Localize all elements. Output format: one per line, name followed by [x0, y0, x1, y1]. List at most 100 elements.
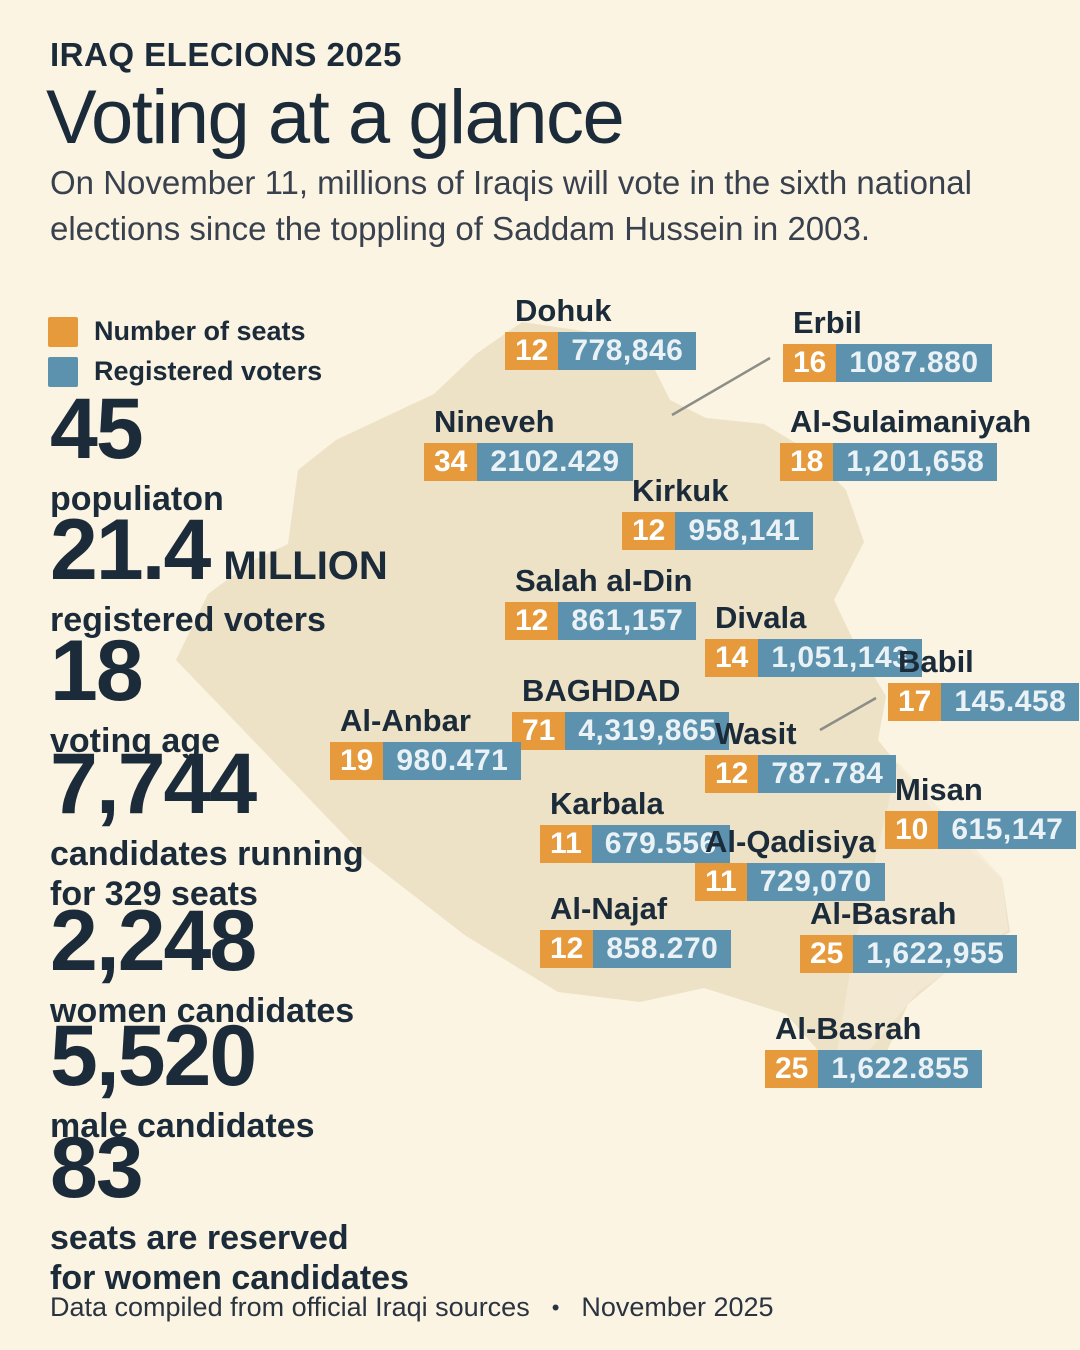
- province-badge: 11 729,070: [695, 863, 885, 901]
- province-badge: 12 958,141: [622, 512, 814, 550]
- seats-badge: 25: [800, 935, 854, 973]
- voters-badge: 1,051,143: [758, 639, 923, 677]
- voters-badge: 2102.429: [477, 443, 633, 481]
- voters-badge: 615,147: [938, 811, 1077, 849]
- province-name: Dohuk: [515, 293, 612, 328]
- stat-caption: candidates running for 329 seats: [50, 835, 364, 914]
- province-wasit: Wasit 12 787.784: [705, 716, 897, 793]
- stat-value: 21.4: [50, 502, 211, 598]
- voters-badge: 1,622.855: [818, 1050, 983, 1088]
- seats-badge: 14: [705, 639, 759, 677]
- province-badge: 16 1087.880: [783, 344, 992, 382]
- province-al-qadisiya: Al-Qadisiya 11 729,070: [695, 824, 885, 901]
- stat-value-row: 5,520: [50, 1008, 315, 1104]
- province-babil: Babil 17 145.458: [888, 644, 1080, 721]
- province-badge: 12 858.270: [540, 930, 732, 968]
- seats-badge: 18: [780, 443, 834, 481]
- voters-swatch-icon: [48, 356, 78, 387]
- connector-line-erbil: [671, 356, 771, 417]
- stat-value: 5,520: [50, 1008, 257, 1104]
- legend-row-voters: Registered voters: [48, 356, 322, 387]
- seats-badge: 12: [540, 930, 594, 968]
- footer-source: Data compiled from official Iraqi source…: [50, 1292, 530, 1322]
- legend-row-seats: Number of seats: [48, 316, 322, 347]
- province-baghdad: BAGHDAD 71 4,319,865: [512, 673, 730, 750]
- voters-badge: 980.471: [383, 742, 522, 780]
- province-al-basrah: Al-Basrah 25 1,622,955: [800, 896, 1018, 973]
- province-badge: 19 980.471: [330, 742, 522, 780]
- province-name: Al-Basrah: [810, 896, 957, 931]
- seats-badge: 17: [888, 683, 942, 721]
- connector-line-babil: [819, 696, 877, 732]
- province-erbil: Erbil 16 1087.880: [783, 305, 992, 382]
- province-nineveh: Nineveh 34 2102.429: [424, 404, 633, 481]
- stat-caption: registered voters: [50, 601, 326, 640]
- voters-badge: 1087.880: [836, 344, 992, 382]
- province-badge: 11 679.556: [540, 825, 730, 863]
- voters-badge: 679.556: [591, 825, 730, 863]
- province-badge: 12 787.784: [705, 755, 897, 793]
- intro-text: On November 11, millions of Iraqis will …: [50, 164, 972, 247]
- stat-population: 45 populiaton: [50, 381, 224, 519]
- stat-caption: seats are reserved for women candidates: [50, 1219, 409, 1298]
- stat-value-row: 21.4 MILLION: [50, 502, 388, 598]
- province-al-sulaimaniyah: Al-Sulaimaniyah 18 1,201,658: [780, 404, 1031, 481]
- stat-caption: populiaton: [50, 480, 224, 519]
- province-divala: Divala 14 1,051,143: [705, 600, 923, 677]
- stat-value-row: 18: [50, 628, 220, 714]
- province-name: Al-Qadisiya: [705, 824, 876, 859]
- stat-caption: voting age: [50, 722, 221, 761]
- province-name: Al-Basrah: [775, 1011, 922, 1046]
- voters-badge: 4,319,865: [565, 712, 730, 750]
- province-al-anbar: Al-Anbar 19 980.471: [330, 703, 522, 780]
- province-name: Al-Sulaimaniyah: [790, 404, 1032, 439]
- seats-badge: 12: [622, 512, 676, 550]
- stat-registered-voters: 21.4 MILLION registered voters: [50, 502, 388, 640]
- stat-candidates: 7,744 candidates running for 329 seats: [50, 741, 364, 914]
- seats-badge: 34: [424, 443, 478, 481]
- stat-women-candidates: 2,248 women candidates: [50, 898, 354, 1031]
- province-kirkuk: Kirkuk 12 958,141: [622, 473, 814, 550]
- voters-badge: 858.270: [593, 930, 732, 968]
- province-badge: 25 1,622,955: [800, 935, 1018, 973]
- seats-badge: 25: [765, 1050, 819, 1088]
- seats-badge: 12: [505, 602, 559, 640]
- province-name: Erbil: [793, 305, 862, 340]
- seats-badge: 10: [885, 811, 939, 849]
- footer-separator: •: [551, 1294, 560, 1320]
- province-al-basrah-2: Al-Basrah 25 1,622.855: [765, 1011, 983, 1088]
- voters-legend-label: Registered voters: [94, 356, 323, 386]
- voters-badge: 1,201,658: [833, 443, 998, 481]
- voters-badge: 1,622,955: [853, 935, 1018, 973]
- province-badge: 12 861,157: [505, 602, 697, 640]
- stat-value: 45: [50, 381, 144, 477]
- province-badge: 71 4,319,865: [512, 712, 730, 750]
- province-misan: Misan 10 615,147: [885, 772, 1077, 849]
- stat-value-row: 2,248: [50, 898, 354, 984]
- province-al-najaf: Al-Najaf 12 858.270: [540, 891, 732, 968]
- stat-value: 83: [50, 1120, 144, 1216]
- province-name: Divala: [715, 600, 807, 635]
- province-name: Al-Anbar: [340, 703, 471, 738]
- seats-badge: 12: [705, 755, 759, 793]
- map-highlight-region: [836, 762, 1008, 1058]
- kicker: IRAQ ELECIONS 2025: [50, 36, 402, 73]
- stat-male-candidates: 5,520 male candidates: [50, 1008, 315, 1146]
- seats-badge: 11: [540, 825, 592, 863]
- voters-badge: 958,141: [675, 512, 814, 550]
- province-karbala: Karbala 11 679.556: [540, 786, 730, 863]
- voters-badge: 145.458: [941, 683, 1080, 721]
- province-dohuk: Dohuk 12 778,846: [505, 293, 697, 370]
- seats-badge: 12: [505, 332, 559, 370]
- stat-caption: male candidates: [50, 1107, 315, 1146]
- seats-legend-label: Number of seats: [94, 316, 306, 346]
- voters-badge: 787.784: [758, 755, 897, 793]
- province-name: Kirkuk: [632, 473, 729, 508]
- province-name: Babil: [898, 644, 974, 679]
- voters-badge: 778,846: [558, 332, 697, 370]
- footer-date: November 2025: [581, 1292, 774, 1322]
- stat-voting-age: 18 voting age: [50, 628, 221, 761]
- province-badge: 12 778,846: [505, 332, 697, 370]
- province-badge: 25 1,622.855: [765, 1050, 983, 1088]
